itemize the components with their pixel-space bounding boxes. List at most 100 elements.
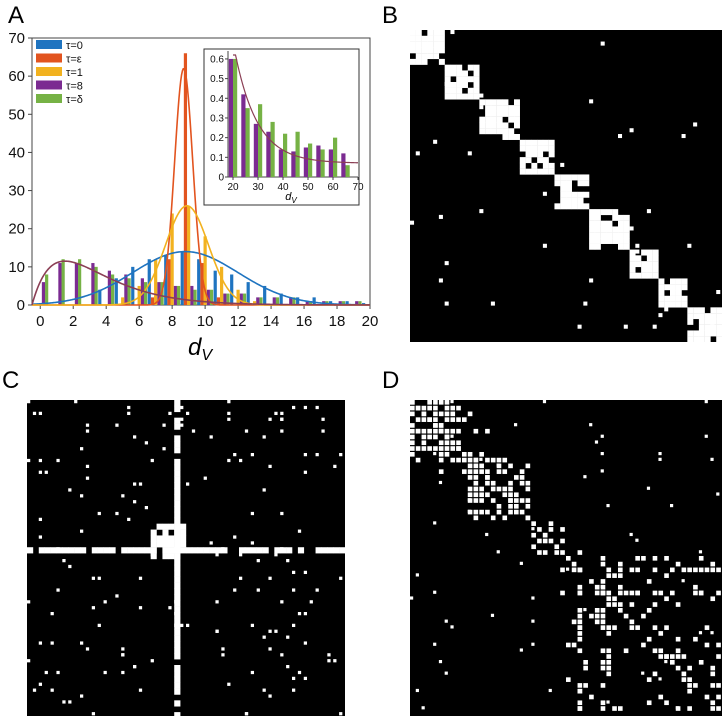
matrix-d-cell <box>566 567 570 571</box>
matrix-b-cell <box>710 324 715 329</box>
matrix-b-cell <box>444 93 451 100</box>
matrix-d-cell <box>600 579 606 584</box>
matrix-c-cell <box>250 541 255 545</box>
matrix-d-cell <box>456 457 461 463</box>
matrix-d-cell <box>421 417 427 422</box>
matrix-b-cell <box>704 313 711 320</box>
legend-label: τ=0 <box>66 40 83 52</box>
matrix-c-cell <box>174 688 181 695</box>
matrix-d-cell <box>415 446 421 451</box>
matrix-b-cell <box>623 238 630 244</box>
matrix-b-cell <box>716 330 722 337</box>
bar-4 <box>143 282 148 305</box>
matrix-d-cell <box>589 423 593 427</box>
bar-0 <box>98 289 102 305</box>
matrix-d-cell <box>421 411 427 417</box>
matrix-c-cell <box>68 564 72 569</box>
matrix-c-cell <box>215 547 222 554</box>
matrix-d-cell <box>467 498 471 502</box>
bar-4 <box>78 259 82 305</box>
matrix-d-cell <box>496 463 500 467</box>
matrix-d-cell <box>629 532 633 537</box>
legend-label: τ=ε <box>66 54 82 66</box>
matrix-b-cell <box>560 191 567 198</box>
matrix-b-cell <box>462 76 468 83</box>
matrix-b-cell <box>479 209 484 214</box>
matrix-c-cell <box>262 635 266 639</box>
matrix-b-cell <box>641 266 648 273</box>
bar-4 <box>209 289 214 305</box>
inset-bar-0 <box>291 151 296 177</box>
matrix-c-cell <box>138 482 143 486</box>
matrix-d-cell <box>652 671 658 677</box>
matrix-d-cell <box>600 556 606 561</box>
matrix-d-cell <box>531 521 536 526</box>
matrix-d-cell <box>600 660 606 665</box>
matrix-b-cell <box>681 284 688 291</box>
matrix-c-cell <box>80 494 84 498</box>
matrix-c-cell <box>62 547 69 554</box>
matrix-d-cell <box>514 504 519 509</box>
matrix-b-cell <box>479 122 486 129</box>
matrix-d-cell <box>537 538 542 544</box>
matrix-b-cell <box>698 318 705 325</box>
matrix-c-cell <box>174 700 181 707</box>
matrix-b-cell <box>618 238 624 244</box>
matrix-b-cell <box>496 116 503 123</box>
matrix-b-cell <box>612 214 619 221</box>
matrix-b-cell <box>427 41 434 48</box>
matrix-d-cell <box>635 567 640 573</box>
matrix-c-cell <box>68 488 72 492</box>
matrix-b-cell <box>693 122 698 127</box>
matrix-c-cell <box>133 482 137 486</box>
matrix-c-cell <box>339 712 343 716</box>
bar-4 <box>358 301 362 305</box>
matrix-d-cell <box>693 683 698 688</box>
matrix-d-cell <box>583 683 588 688</box>
matrix-b-cell <box>444 261 449 266</box>
matrix-b-cell <box>410 35 416 42</box>
matrix-d-cell <box>618 590 623 596</box>
matrix-c-cell <box>85 423 90 427</box>
matrix-b-cell <box>652 261 659 268</box>
matrix-d-cell <box>410 446 415 451</box>
matrix-d-cell <box>704 642 710 648</box>
matrix-c-cell <box>115 423 119 427</box>
matrix-d-cell <box>514 423 518 427</box>
matrix-c-cell <box>209 547 216 554</box>
matrix-b-cell <box>462 70 468 77</box>
matrix-c-cell <box>292 570 296 575</box>
matrix-b-cell <box>629 266 636 273</box>
matrix-c-cell <box>174 612 178 616</box>
matrix-c-cell <box>56 670 60 675</box>
matrix-d-cell <box>502 492 508 498</box>
matrix-c-cell <box>268 417 272 421</box>
matrix-d-cell <box>698 590 704 596</box>
matrix-c-cell <box>144 547 151 554</box>
matrix-d-cell <box>577 550 583 555</box>
matrix-b-cell <box>438 58 445 65</box>
matrix-d-cell <box>410 423 415 428</box>
matrix-d-cell <box>496 550 500 554</box>
bar-0 <box>296 297 300 305</box>
matrix-d-cell <box>542 550 548 555</box>
matrix-b-cell <box>410 30 416 36</box>
matrix-c-cell <box>186 411 190 416</box>
matrix-c-cell <box>174 535 181 542</box>
matrix-b-cell <box>612 232 619 239</box>
legend-swatch <box>36 67 62 76</box>
matrix-b-cell <box>612 238 619 244</box>
matrix-c-cell <box>168 541 175 548</box>
legend-swatch <box>36 53 62 63</box>
matrix-d-cell <box>485 509 490 515</box>
matrix-b-cell <box>514 116 520 123</box>
inset-y-tick-label: 0.4 <box>210 94 224 105</box>
matrix-d-cell <box>485 492 490 498</box>
matrix-c-cell <box>174 653 181 660</box>
matrix-c-cell <box>138 688 143 692</box>
matrix-c-cell <box>133 435 137 439</box>
matrix-d-cell <box>670 504 674 508</box>
matrix-c-cell <box>174 670 181 678</box>
matrix-d-cell <box>658 590 664 596</box>
inset-y-tick-label: 0.6 <box>210 54 224 65</box>
